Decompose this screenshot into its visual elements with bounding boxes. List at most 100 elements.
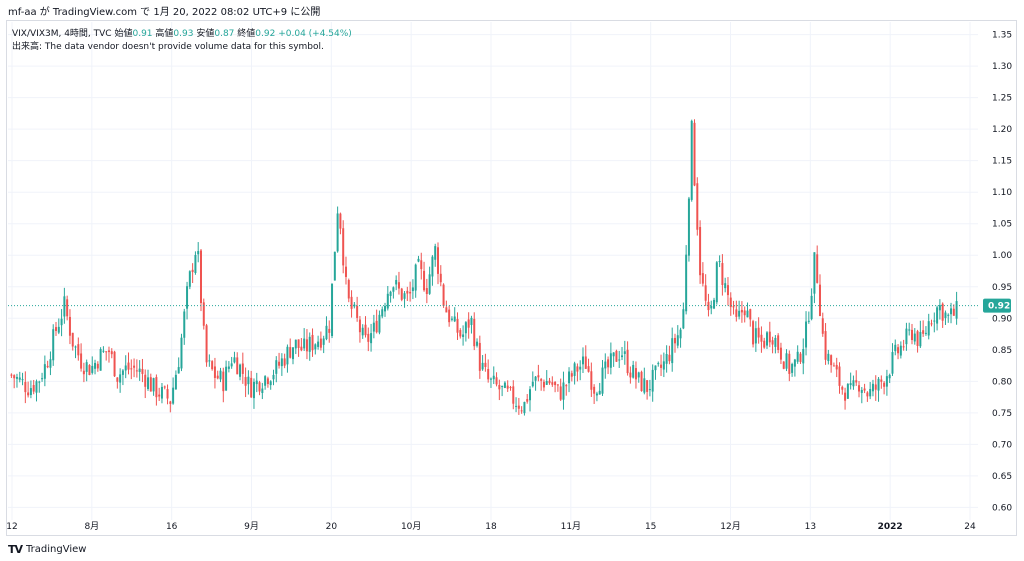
candle-body bbox=[160, 386, 163, 399]
candle-body bbox=[227, 366, 230, 369]
candle-body bbox=[554, 382, 557, 386]
candle-body bbox=[651, 369, 654, 392]
candle-body bbox=[367, 333, 370, 342]
candle-body bbox=[830, 355, 833, 366]
candle-body bbox=[816, 254, 819, 283]
candle-body bbox=[679, 329, 682, 339]
candle-body bbox=[665, 354, 668, 364]
candle-body bbox=[531, 381, 534, 387]
candle-body bbox=[584, 356, 587, 369]
symbol-name[interactable]: VIX/VIX3M, 4時間, TVC bbox=[12, 29, 112, 39]
candle-body bbox=[922, 330, 925, 334]
candle-body bbox=[202, 302, 205, 326]
candle-body bbox=[506, 385, 509, 389]
candle-body bbox=[657, 363, 660, 365]
candle-body bbox=[593, 386, 596, 394]
symbol-legend: VIX/VIX3M, 4時間, TVC 始値0.91 高値0.93 安値0.87… bbox=[12, 26, 352, 39]
candle-body bbox=[283, 358, 286, 366]
candle-body bbox=[166, 389, 169, 399]
candle-body bbox=[107, 350, 110, 353]
candle-body bbox=[897, 347, 900, 354]
candle-body bbox=[68, 316, 71, 336]
candle-body bbox=[364, 324, 367, 336]
x-tick-label: 24 bbox=[964, 522, 976, 532]
candle-body bbox=[512, 386, 515, 404]
candle-body bbox=[827, 353, 830, 362]
candle-body bbox=[791, 363, 794, 373]
candle-body bbox=[331, 283, 334, 336]
candle-body bbox=[721, 263, 724, 286]
candle-body bbox=[905, 328, 908, 345]
candle-body bbox=[796, 351, 799, 362]
candle-body bbox=[294, 339, 297, 349]
candle-body bbox=[71, 332, 74, 347]
candle-body bbox=[378, 314, 381, 333]
candle-body bbox=[300, 346, 303, 351]
candle-body bbox=[130, 368, 133, 370]
candle-body bbox=[746, 310, 749, 318]
candle-body bbox=[266, 378, 269, 384]
candle-body bbox=[406, 290, 409, 294]
candle-body bbox=[113, 351, 116, 377]
candle-body bbox=[353, 304, 356, 307]
candle-body bbox=[609, 353, 612, 368]
brand-name: TradingView bbox=[26, 544, 87, 555]
candle-body bbox=[250, 377, 253, 398]
candle-body bbox=[579, 366, 582, 370]
footer-brand[interactable]: 𝗧𝗩 TradingView bbox=[8, 543, 86, 556]
candle-body bbox=[322, 338, 325, 345]
tradingview-logo-icon: 𝗧𝗩 bbox=[8, 543, 23, 556]
candle-body bbox=[874, 384, 877, 390]
candle-body bbox=[869, 388, 872, 397]
candle-body bbox=[439, 273, 442, 283]
candle-body bbox=[729, 297, 732, 308]
candle-body bbox=[779, 347, 782, 360]
volume-note: 出来高: The data vendor doesn't provide vol… bbox=[12, 42, 324, 52]
x-tick-label: 20 bbox=[326, 522, 338, 532]
candle-body bbox=[473, 318, 476, 347]
candle-body bbox=[233, 357, 236, 363]
candle-body bbox=[832, 365, 835, 367]
candle-body bbox=[487, 368, 490, 380]
candle-body bbox=[676, 335, 679, 346]
price-axis[interactable]: 0.60 0.65 0.70 0.75 0.80 0.85 0.90 0.95 1.00 1.05… bbox=[992, 31, 1012, 514]
candle-body bbox=[568, 371, 571, 384]
candle-body bbox=[849, 383, 852, 386]
candle-body bbox=[344, 266, 347, 277]
candle-body bbox=[144, 374, 147, 387]
candle-body bbox=[509, 387, 512, 389]
candle-body bbox=[724, 283, 727, 289]
candle-body bbox=[57, 326, 60, 333]
candle-body bbox=[673, 337, 676, 344]
candle-body bbox=[222, 371, 225, 392]
candle-body bbox=[590, 371, 593, 390]
candle-body bbox=[595, 393, 598, 396]
candle-body bbox=[205, 325, 208, 363]
candle-body bbox=[559, 386, 562, 400]
candle-body bbox=[423, 270, 426, 291]
candle-body bbox=[96, 363, 99, 369]
candle-body bbox=[169, 401, 172, 404]
candle-body bbox=[766, 332, 769, 346]
candle-body bbox=[478, 342, 481, 371]
candle-body bbox=[551, 382, 554, 385]
candle-body bbox=[255, 380, 258, 385]
x-tick-label: 12 bbox=[6, 522, 17, 532]
candle-body bbox=[612, 352, 615, 357]
candle-body bbox=[526, 399, 529, 402]
candle-body bbox=[370, 333, 373, 344]
candle-body bbox=[409, 291, 412, 294]
candle-body bbox=[623, 351, 626, 354]
candle-body bbox=[704, 285, 707, 301]
candle-body bbox=[32, 385, 35, 392]
candle-body bbox=[375, 320, 378, 333]
candle-body bbox=[598, 390, 601, 395]
candles bbox=[10, 119, 958, 416]
candle-body bbox=[581, 356, 584, 365]
y-tick-label: 1.15 bbox=[992, 157, 1012, 167]
candle-body bbox=[481, 362, 484, 370]
time-axis[interactable]: 12 8月 16 9月 20 10月 18 11月 15 12月 13 2022 24 bbox=[6, 521, 976, 532]
candle-body bbox=[280, 358, 283, 367]
candle-body bbox=[883, 382, 886, 387]
